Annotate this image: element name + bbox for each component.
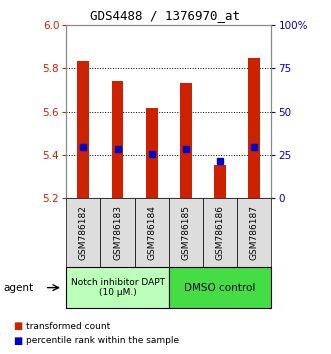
Bar (180, 83, 192, 198)
Text: GSM786184: GSM786184 (147, 205, 156, 260)
Text: percentile rank within the sample: percentile rank within the sample (26, 336, 180, 345)
Text: GSM786183: GSM786183 (113, 205, 122, 260)
Bar (77, 61, 89, 198)
Bar (146, 108, 158, 198)
Text: GSM786187: GSM786187 (250, 205, 259, 260)
Bar (248, 58, 260, 198)
Text: transformed count: transformed count (26, 322, 111, 331)
Text: GSM786186: GSM786186 (215, 205, 225, 260)
Text: GSM786182: GSM786182 (79, 205, 88, 260)
Text: agent: agent (3, 282, 33, 293)
Text: GSM786185: GSM786185 (181, 205, 190, 260)
Text: Notch inhibitor DAPT
(10 μM.): Notch inhibitor DAPT (10 μM.) (71, 278, 165, 297)
Bar (214, 165, 226, 198)
Text: GDS4488 / 1376970_at: GDS4488 / 1376970_at (90, 9, 241, 22)
Text: ■: ■ (14, 321, 23, 331)
Bar (112, 81, 123, 198)
Text: DMSO control: DMSO control (184, 282, 256, 293)
Text: ■: ■ (14, 336, 23, 346)
